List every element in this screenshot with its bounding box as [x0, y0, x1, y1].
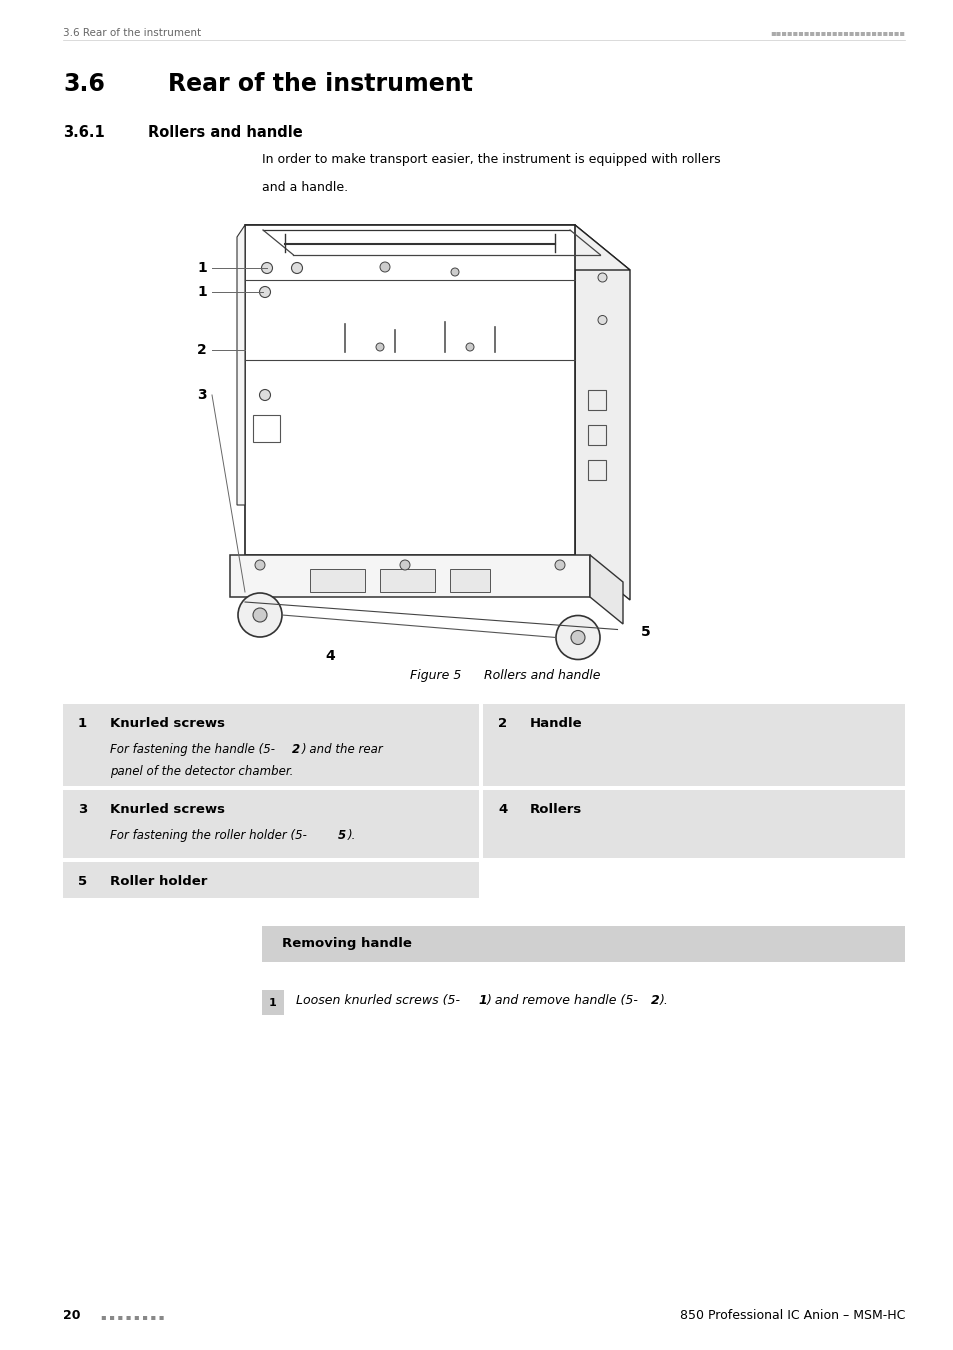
Circle shape — [237, 593, 282, 637]
Text: 5: 5 — [78, 875, 87, 888]
Text: 5: 5 — [640, 625, 650, 640]
Text: Rollers: Rollers — [530, 803, 581, 815]
Text: 2: 2 — [292, 743, 300, 756]
Bar — [482, 703, 904, 786]
Text: 1: 1 — [269, 998, 276, 1007]
Text: 3.6: 3.6 — [63, 72, 105, 96]
Text: 3.6 Rear of the instrument: 3.6 Rear of the instrument — [63, 28, 201, 38]
Text: Roller holder: Roller holder — [110, 875, 207, 888]
Text: 4: 4 — [497, 803, 507, 815]
Bar — [230, 555, 589, 597]
Bar — [245, 225, 575, 555]
Circle shape — [556, 616, 599, 660]
Text: Loosen knurled screws (5-: Loosen knurled screws (5- — [295, 994, 459, 1007]
Text: panel of the detector chamber.: panel of the detector chamber. — [110, 765, 294, 778]
Text: 3: 3 — [196, 387, 207, 402]
Text: Rollers and handle: Rollers and handle — [148, 126, 302, 140]
Circle shape — [465, 343, 474, 351]
Text: ) and the rear: ) and the rear — [302, 743, 383, 756]
Polygon shape — [245, 225, 629, 270]
Text: ▪ ▪ ▪ ▪ ▪ ▪ ▪ ▪: ▪ ▪ ▪ ▪ ▪ ▪ ▪ ▪ — [101, 1314, 164, 1322]
Text: Removing handle: Removing handle — [282, 937, 412, 950]
Bar — [310, 568, 365, 593]
Circle shape — [261, 262, 273, 274]
Circle shape — [375, 343, 384, 351]
Bar — [63, 863, 478, 898]
Bar — [262, 990, 284, 1015]
Text: 2: 2 — [497, 717, 507, 730]
Text: 20: 20 — [63, 1310, 80, 1322]
Bar — [379, 568, 435, 593]
Circle shape — [379, 262, 390, 271]
Polygon shape — [589, 555, 622, 624]
Text: For fastening the handle (5-: For fastening the handle (5- — [110, 743, 274, 756]
Text: 850 Professional IC Anion – MSM-HC: 850 Professional IC Anion – MSM-HC — [679, 1310, 904, 1322]
Text: and a handle.: and a handle. — [262, 181, 348, 194]
Bar — [482, 790, 904, 859]
Polygon shape — [575, 225, 629, 599]
Text: 2: 2 — [650, 994, 659, 1007]
Circle shape — [598, 273, 606, 282]
Circle shape — [571, 630, 584, 644]
Text: 2: 2 — [196, 343, 207, 356]
Text: 5: 5 — [337, 829, 346, 842]
Text: In order to make transport easier, the instrument is equipped with rollers: In order to make transport easier, the i… — [262, 153, 720, 166]
Text: ) and remove handle (5-: ) and remove handle (5- — [486, 994, 639, 1007]
Text: 3.6.1: 3.6.1 — [63, 126, 105, 140]
Text: 3: 3 — [78, 803, 87, 815]
Bar — [450, 568, 490, 593]
Text: Figure 5: Figure 5 — [410, 670, 461, 682]
Circle shape — [598, 316, 606, 324]
Circle shape — [399, 560, 410, 570]
Polygon shape — [236, 225, 245, 505]
Bar — [63, 703, 478, 786]
Text: 1: 1 — [196, 261, 207, 275]
Text: 1: 1 — [477, 994, 486, 1007]
Circle shape — [253, 608, 267, 622]
Text: 4: 4 — [325, 649, 335, 663]
Text: 1: 1 — [196, 285, 207, 298]
Text: ).: ). — [659, 994, 668, 1007]
Text: Rear of the instrument: Rear of the instrument — [168, 72, 473, 96]
Text: For fastening the roller holder (5-: For fastening the roller holder (5- — [110, 829, 307, 842]
Circle shape — [292, 262, 302, 274]
Text: ).: ). — [348, 829, 356, 842]
Bar — [63, 790, 478, 859]
Text: ▪▪▪▪▪▪▪▪▪▪▪▪▪▪▪▪▪▪▪▪▪▪▪▪: ▪▪▪▪▪▪▪▪▪▪▪▪▪▪▪▪▪▪▪▪▪▪▪▪ — [769, 28, 904, 36]
Circle shape — [451, 269, 458, 275]
Bar — [262, 926, 904, 963]
Circle shape — [254, 560, 265, 570]
Text: Knurled screws: Knurled screws — [110, 803, 225, 815]
Text: 1: 1 — [78, 717, 87, 730]
Circle shape — [259, 286, 271, 297]
Circle shape — [259, 390, 271, 401]
Text: Handle: Handle — [530, 717, 582, 730]
Text: Rollers and handle: Rollers and handle — [468, 670, 599, 682]
Circle shape — [555, 560, 564, 570]
Text: Knurled screws: Knurled screws — [110, 717, 225, 730]
